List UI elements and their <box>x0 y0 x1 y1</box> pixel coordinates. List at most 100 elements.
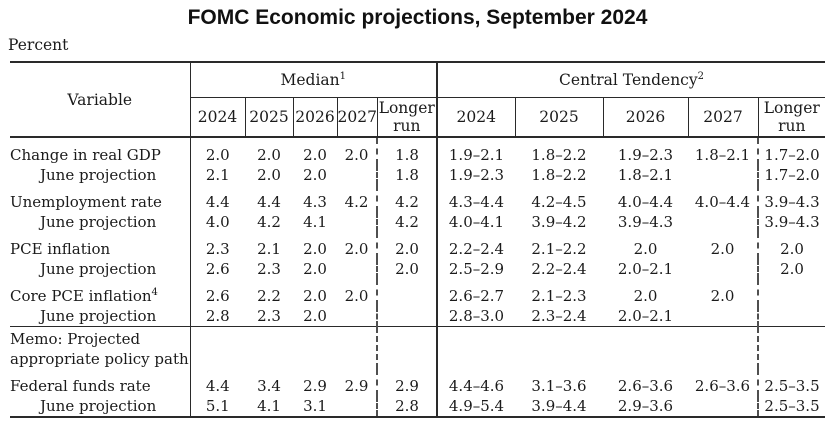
median-2024-value: 2.1 <box>205 166 230 184</box>
central-2026-value: 4.0–4.4 <box>617 193 674 211</box>
central-longer-run-value: 1.7–2.0 <box>756 137 826 165</box>
table-row: June projection 5.1 4.1 3.1 2.8 4.9–5.4 3.9–4.… <box>10 396 826 417</box>
central-longer-run-value: 2.0 <box>756 259 826 279</box>
central-longer-run-value: 2.5–3.5 <box>756 369 826 396</box>
central-2026-value: 1.9–2.3 <box>617 146 674 164</box>
central-2026-value: 1.8–2.1 <box>617 166 674 184</box>
row-label: Federal funds rate <box>10 369 191 396</box>
median-2024-value <box>190 326 245 369</box>
table-row: Change in real GDP 2.0 2.0 2.0 2.0 1.8 1.9–2.1… <box>10 137 826 165</box>
central-2026-value: 2.0–2.1 <box>617 260 674 278</box>
median-2027-value: 2.0 <box>344 240 369 258</box>
median-2026-value: 2.0 <box>303 307 327 325</box>
median-longer-run-value <box>376 306 437 327</box>
central-2027-value <box>688 212 758 232</box>
central-2025-value: 2.2–2.4 <box>531 260 587 278</box>
table-row: Unemployment rate 4.4 4.4 4.3 4.2 4.2 4.3–4.4 4… <box>10 185 826 212</box>
median-2024-value: 4.0 <box>205 213 230 231</box>
median-longer-run-value: 2.0 <box>376 232 437 259</box>
median-2026-value: 2.0 <box>303 166 327 184</box>
median-2027-value <box>337 259 377 279</box>
median-2026-value: 2.0 <box>303 260 327 278</box>
median-longer-run-value: 2.9 <box>376 369 437 396</box>
median-2024-value: 2.8 <box>205 307 230 325</box>
central-tendency-group-header: Central Tendency2 <box>435 62 826 98</box>
central-2024-value: 2.5–2.9 <box>436 259 515 279</box>
central-2027-value <box>688 326 758 369</box>
median-2027-value: 2.0 <box>344 146 369 164</box>
median-2026-header: 2026 <box>292 97 337 138</box>
central-2024-value: 1.9–2.1 <box>436 137 515 165</box>
central-2025-value: 3.9–4.2 <box>531 213 587 231</box>
central-2025-value: 1.8–2.2 <box>531 146 587 164</box>
median-2027-value: 2.0 <box>344 287 369 305</box>
memo-row: Memo: Projected appropriate policy path <box>10 326 826 369</box>
central-2026-value: 2.0 <box>633 287 658 305</box>
median-longer-run-value: 2.0 <box>376 259 437 279</box>
table-row: June projection 4.0 4.2 4.1 4.2 4.0–4.1 3.9–4.… <box>10 212 826 232</box>
median-longer-run-value: 4.2 <box>376 185 437 212</box>
central-2024-value: 4.9–5.4 <box>436 396 515 417</box>
central-longer-run-value <box>756 326 826 369</box>
median-2024-value: 4.4 <box>205 377 230 395</box>
variable-column-header: Variable <box>10 62 191 138</box>
central-tendency-footnote-marker: 2 <box>697 70 704 82</box>
median-longer-run-value: 1.8 <box>376 165 437 185</box>
row-footnote-marker: 4 <box>151 287 158 298</box>
median-2024-value: 2.3 <box>205 240 230 258</box>
row-label: June projection <box>10 396 191 417</box>
row-label: PCE inflation <box>10 232 191 259</box>
central-2025-value: 1.8–2.2 <box>531 166 587 184</box>
median-longer-run-value: 2.8 <box>376 396 437 417</box>
central-2025-value: 2.3–2.4 <box>531 307 587 325</box>
median-2027-value <box>337 165 377 185</box>
row-label: June projection <box>10 306 191 327</box>
central-tendency-2025-header: 2025 <box>514 97 603 138</box>
median-2027-value <box>337 306 377 327</box>
central-2027-value <box>688 259 758 279</box>
unit-label: Percent <box>8 36 69 54</box>
central-2026-value: 2.0–2.1 <box>617 307 674 325</box>
median-2027-value <box>337 326 377 369</box>
central-2025-value: 4.2–4.5 <box>531 193 587 211</box>
median-2026-value: 2.0 <box>303 287 327 305</box>
median-2025-value: 2.0 <box>257 166 281 184</box>
central-2025-value: 3.9–4.4 <box>531 397 587 415</box>
table-body: Change in real GDP 2.0 2.0 2.0 2.0 1.8 1.9–2.1… <box>10 137 826 417</box>
central-2024-value <box>436 326 515 369</box>
central-2026-value: 2.6–3.6 <box>617 377 674 395</box>
central-2027-value: 4.0–4.4 <box>694 193 751 211</box>
median-group-header: Median1 <box>189 62 437 98</box>
median-2024-value: 5.1 <box>205 397 230 415</box>
central-2024-value: 2.6–2.7 <box>436 279 515 306</box>
median-2024-value: 2.0 <box>205 146 230 164</box>
row-label: Memo: Projected appropriate policy path <box>10 326 191 369</box>
central-2026-value <box>603 326 688 369</box>
median-2027-value: 2.9 <box>344 377 369 395</box>
central-longer-run-value <box>756 306 826 327</box>
page-title: FOMC Economic projections, September 202… <box>187 6 648 29</box>
row-label: June projection <box>10 259 191 279</box>
median-2026-value: 4.1 <box>303 213 327 231</box>
median-2026-value: 4.3 <box>303 193 327 211</box>
central-2027-value: 2.0 <box>710 287 735 305</box>
central-longer-run-value <box>756 279 826 306</box>
median-longer-run-header: Longer run <box>376 97 437 138</box>
median-longer-run-value <box>376 326 437 369</box>
central-longer-run-value: 1.7–2.0 <box>756 165 826 185</box>
median-2025-header: 2025 <box>244 97 293 138</box>
median-2026-value <box>293 326 337 369</box>
median-longer-run-value <box>376 279 437 306</box>
central-2024-value: 4.4–4.6 <box>436 369 515 396</box>
central-2024-value: 4.0–4.1 <box>436 212 515 232</box>
table-row: PCE inflation 2.3 2.1 2.0 2.0 2.0 2.2–2.4 2.1–2… <box>10 232 826 259</box>
row-label: June projection <box>10 212 191 232</box>
median-2025-value <box>245 326 293 369</box>
median-2025-value: 3.4 <box>257 377 281 395</box>
median-2027-value <box>337 396 377 417</box>
median-2024-header: 2024 <box>190 97 245 138</box>
central-tendency-longer-run-header: Longer run <box>757 97 826 138</box>
central-2025-value <box>515 326 603 369</box>
median-2025-value: 2.3 <box>257 307 281 325</box>
median-2025-value: 2.3 <box>257 260 281 278</box>
